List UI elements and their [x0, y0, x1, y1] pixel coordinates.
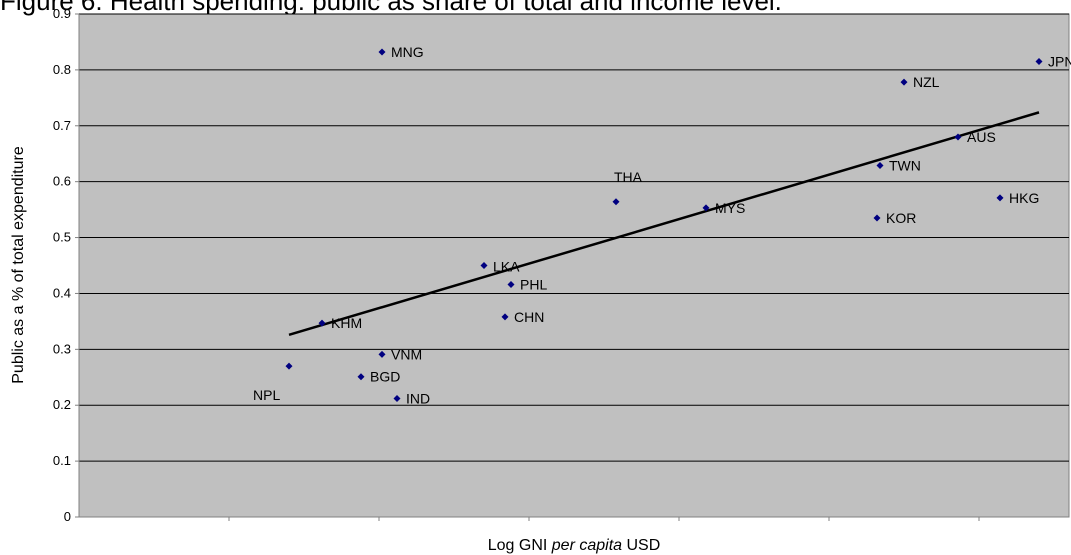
point-label-nzl: NZL: [913, 74, 940, 90]
point-label-hkg: HKG: [1009, 190, 1039, 206]
data-points: NPL KHM BGD VNM MNG IND LKA CHN PHL THA MYS KOR TWN N…: [253, 44, 1071, 407]
data-point-aus: [954, 133, 962, 141]
y-axis-title: Public as a % of total expenditure: [10, 146, 27, 384]
data-point-vnm: [378, 350, 386, 358]
plot-area: [78, 13, 1070, 518]
point-label-chn: CHN: [514, 309, 544, 325]
x-axis-title-italic: per capita: [551, 537, 622, 554]
point-label-phl: PHL: [520, 277, 547, 293]
data-point-kor: [873, 214, 881, 222]
point-label-lka: LKA: [493, 259, 520, 275]
point-label-mys: MYS: [715, 200, 745, 216]
y-tick-label: 0.3: [53, 341, 71, 356]
point-label-khm: KHM: [331, 315, 362, 331]
chart-title: Figure 6. Health spending: public as sha…: [0, 0, 782, 16]
gridlines: [79, 13, 1069, 462]
axes: 0 0.1 0.2 0.3 0.4 0.5 0.6 0.7 0.8 0.9: [53, 6, 1069, 524]
point-label-npl: NPL: [253, 387, 280, 403]
data-point-lka: [480, 262, 488, 269]
y-tick-label: 0.5: [53, 230, 71, 245]
data-point-nzl: [900, 78, 908, 86]
point-label-tha: THA: [614, 169, 643, 185]
y-tick-label: 0.6: [53, 174, 71, 189]
data-point-jpn: [1035, 58, 1043, 66]
y-tick-label: 0.2: [53, 397, 71, 412]
data-point-npl: [285, 362, 293, 370]
trendline: [288, 111, 1040, 337]
point-label-aus: AUS: [967, 129, 996, 145]
y-tick-label: 0.7: [53, 118, 71, 133]
x-axis-title-suffix: USD: [622, 537, 660, 554]
data-point-bgd: [357, 373, 365, 381]
data-point-tha: [612, 198, 620, 206]
point-label-bgd: BGD: [370, 369, 400, 385]
data-point-twn: [876, 161, 884, 169]
point-label-kor: KOR: [886, 210, 916, 226]
trendline-layer: [288, 111, 1040, 337]
data-point-mng: [378, 48, 386, 56]
data-point-mys: [702, 204, 710, 212]
y-tick-label: 0.4: [53, 285, 71, 300]
data-point-chn: [501, 313, 509, 321]
data-point-khm: [318, 319, 326, 327]
x-axis-title-prefix: Log GNI: [488, 537, 552, 554]
y-tick-label: 0.1: [53, 453, 71, 468]
x-axis-title: Log GNI per capita USD: [488, 537, 661, 554]
point-label-mng: MNG: [391, 44, 424, 60]
data-point-ind: [393, 395, 401, 403]
y-tick-label: 0: [64, 509, 71, 524]
point-label-jpn: JPN: [1048, 54, 1071, 70]
point-label-vnm: VNM: [391, 346, 422, 362]
y-tick-label: 0.8: [53, 62, 71, 77]
point-label-twn: TWN: [889, 157, 921, 173]
data-point-phl: [507, 281, 515, 289]
y-tick-label: 0.9: [53, 6, 71, 21]
data-point-hkg: [996, 194, 1004, 202]
point-label-ind: IND: [406, 391, 430, 407]
